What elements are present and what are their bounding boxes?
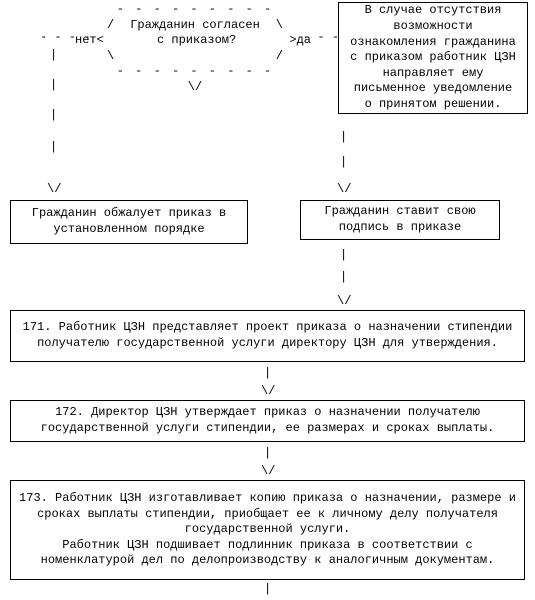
box-171: 171. Работник ЦЗН представляет проект пр… [10,310,525,362]
box-appeal: Гражданин обжалует приказ в установленно… [10,200,248,244]
edge-no-pipe-1: | [50,48,57,64]
edge-sign-pipe-2: | [340,270,347,286]
decision-border-bl: \ [107,49,114,65]
box-sign: Гражданин ставит свою подпись в приказе [300,200,500,240]
box-notify: В случае отсутствия возможности ознакомл… [338,2,528,114]
edge-sign-pipe-1: | [340,248,347,264]
box-173: 173. Работник ЦЗН изготавливает копию пр… [10,480,525,580]
decision-bottom-border: - - - - - - - - - [105,64,285,80]
box-171-text: 171. Работник ЦЗН представляет проект пр… [19,320,516,351]
decision-text-line2: с приказом? [157,33,236,49]
edge-no-pipe-3: | [50,108,57,124]
box-173-text: 173. Работник ЦЗН изготавливает копию пр… [19,491,516,569]
box-notify-text: В случае отсутствия возможности ознакомл… [347,3,519,112]
edge-172-pipe: | [264,446,271,462]
edge-yes-horiz: - - - [303,30,339,46]
edge-yes-arrow: \/ [337,182,351,198]
decision-border-left: / [107,18,114,34]
edge-no-pipe-4: | [50,140,57,156]
edge-sign-arrow: \/ [337,294,351,310]
decision-node: - - - - - - - - - / Гражданин согласен \… [105,2,285,96]
decision-text-line1: Гражданин согласен [130,18,260,34]
box-sign-text: Гражданин ставит свою подпись в приказе [309,204,491,235]
edge-no-pipe-2: | [50,78,57,94]
edge-yes-pipe-1: | [340,130,347,146]
edge-172-arrow: \/ [261,464,275,480]
edge-yes-pipe-2: | [340,155,347,171]
box-172: 172. Директор ЦЗН утверждает приказ о на… [10,400,525,442]
edge-173-pipe: | [264,582,271,598]
decision-border-br: / [276,49,283,65]
decision-top-border: - - - - - - - - - [105,2,285,18]
decision-down-v: \/ [105,80,285,96]
edge-171-pipe: | [264,366,271,382]
edge-no-horiz: - - - - [40,30,90,46]
edge-171-arrow: \/ [261,384,275,400]
box-172-text: 172. Директор ЦЗН утверждает приказ о на… [19,405,516,436]
box-appeal-text: Гражданин обжалует приказ в установленно… [19,206,239,237]
decision-border-right: \ [276,18,283,34]
edge-no-arrow: \/ [47,182,61,198]
